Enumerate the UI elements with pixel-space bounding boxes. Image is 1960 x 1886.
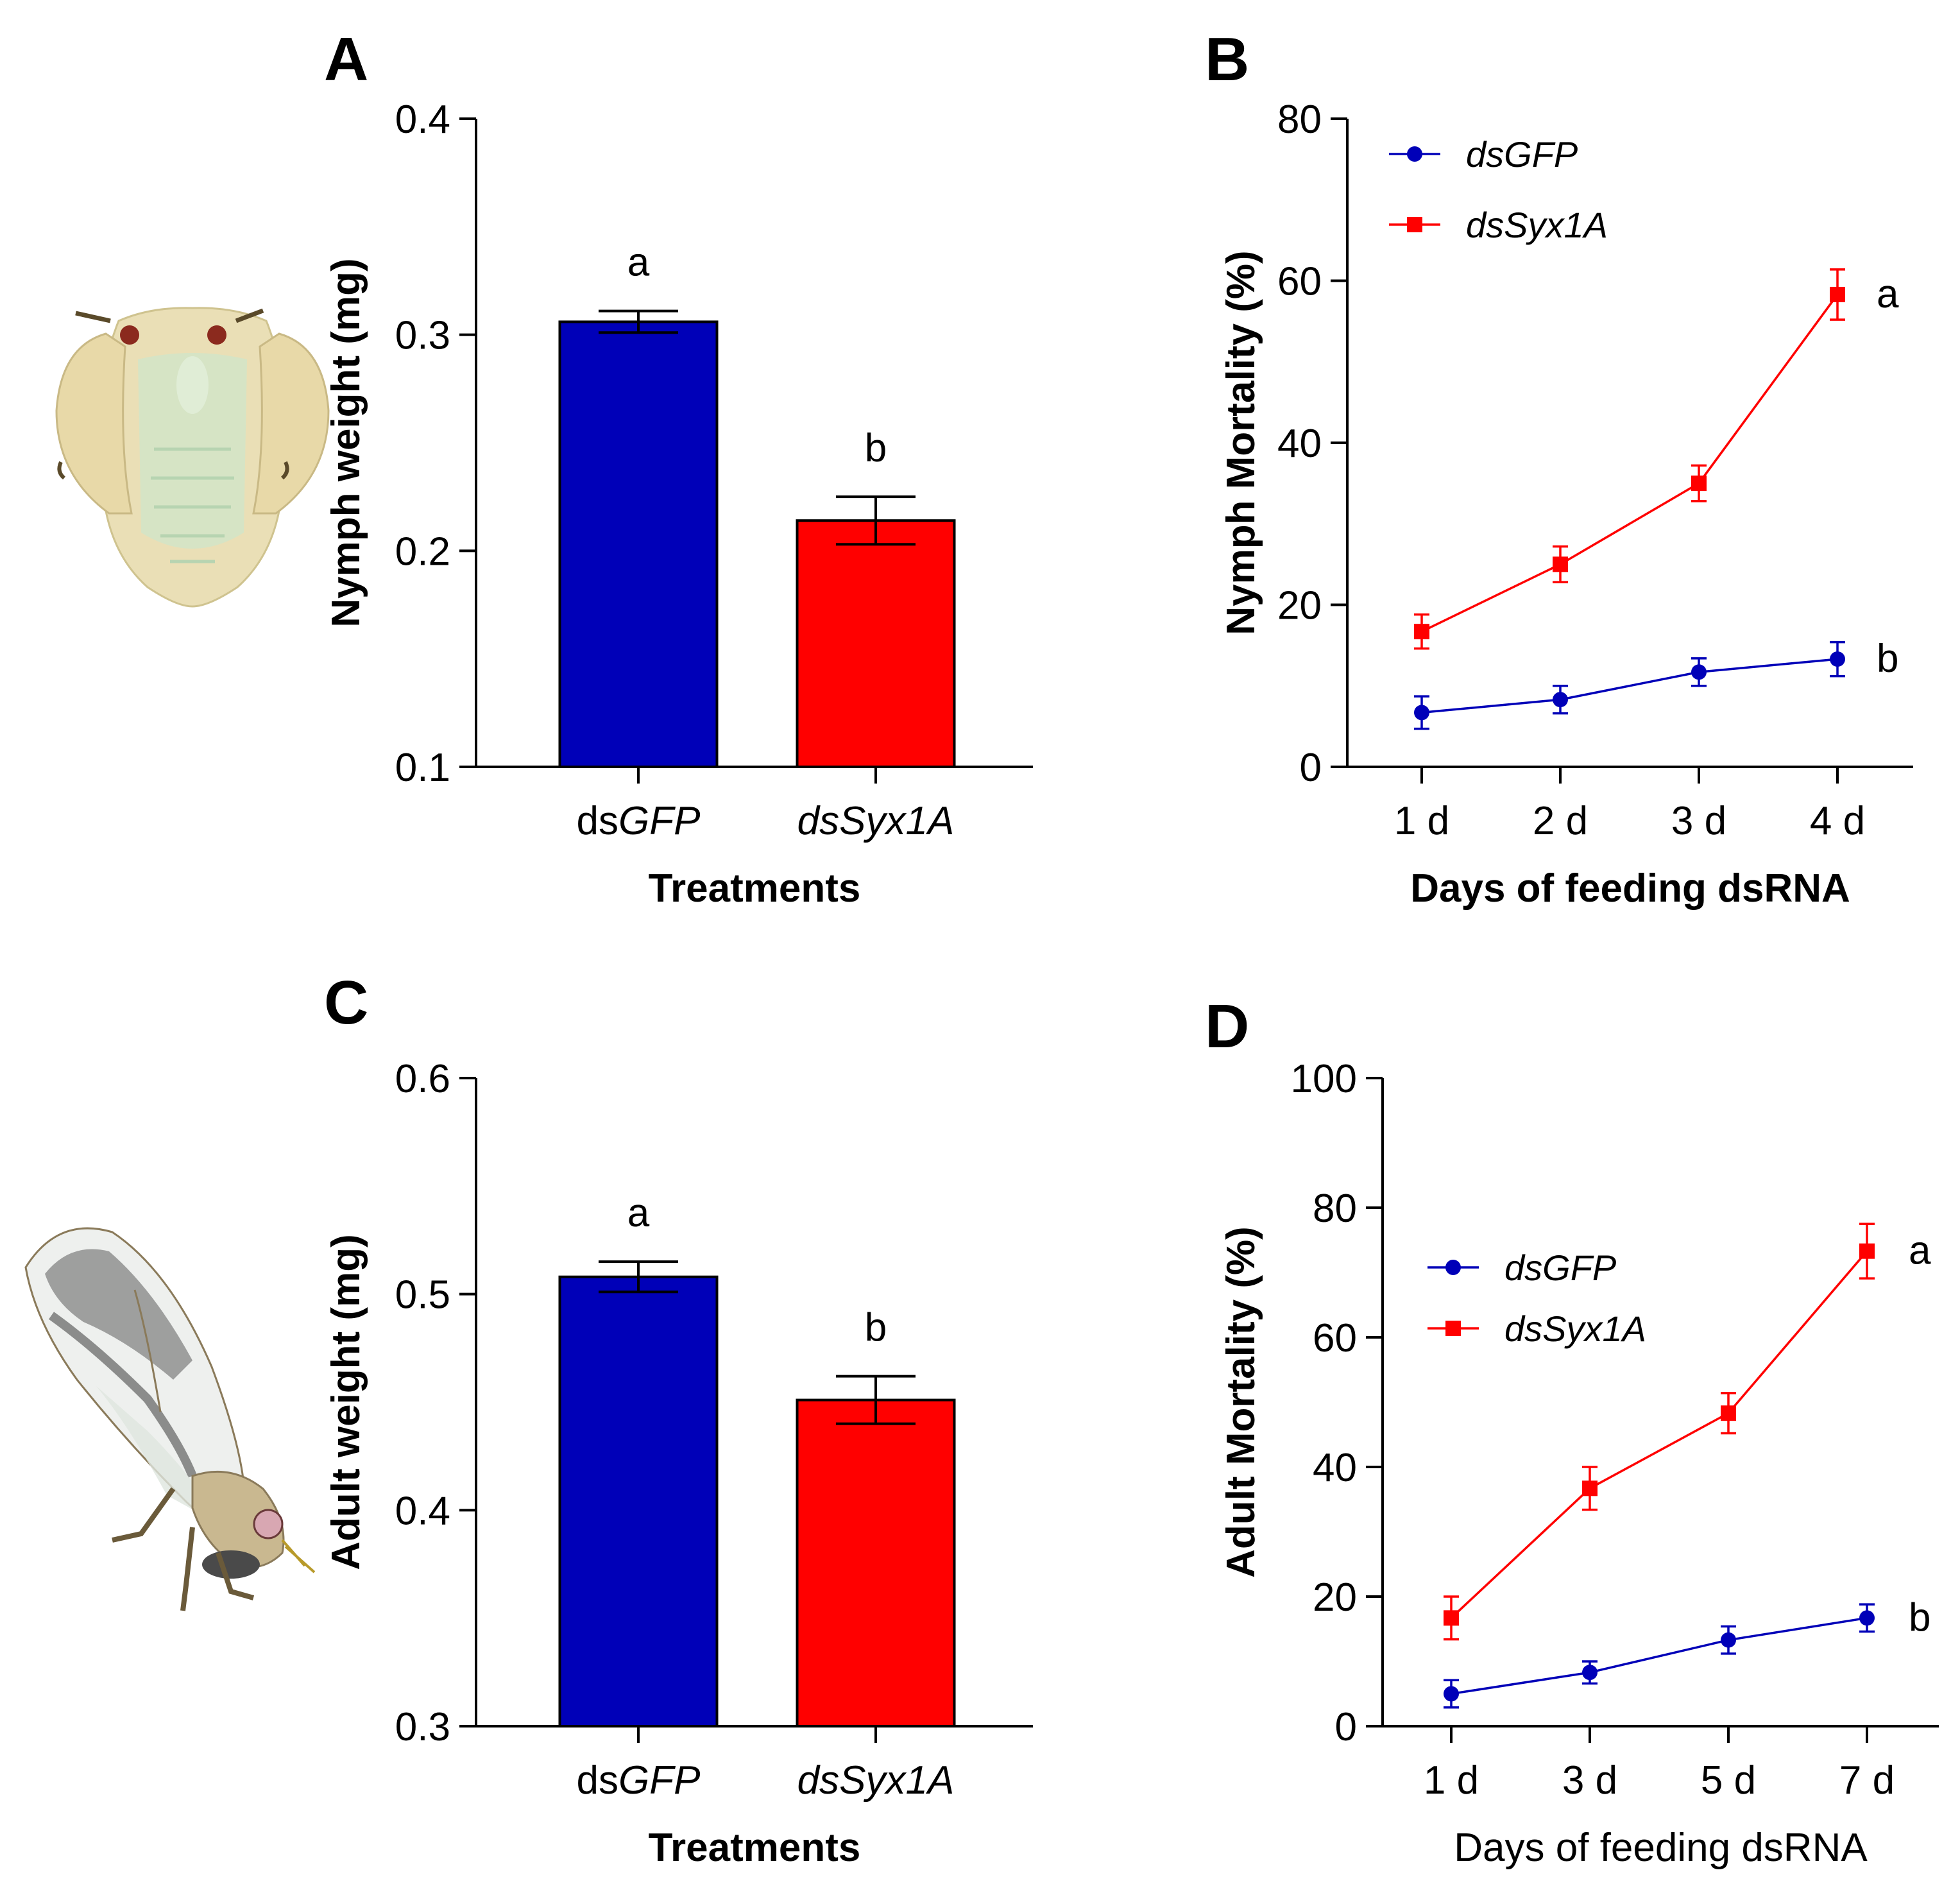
data-point-dsSyx1A — [1444, 1610, 1459, 1626]
y-tick-label: 20 — [1277, 584, 1322, 628]
y-tick-label: 0.5 — [395, 1273, 450, 1317]
data-point-dsGFP — [1553, 692, 1568, 708]
significance-label: a — [627, 1191, 650, 1235]
x-tick-label: 3 d — [1562, 1758, 1617, 1803]
x-tick-label: 7 d — [1839, 1758, 1895, 1803]
panel-letter-c: C — [324, 968, 368, 1037]
x-tick-label: 4 d — [1810, 799, 1865, 843]
y-tick-label: 40 — [1277, 422, 1322, 466]
legend-marker-dsGFP — [1445, 1260, 1461, 1275]
y-tick-label: 0.1 — [395, 746, 450, 790]
y-axis-title: Adult Mortality (%) — [1219, 1226, 1263, 1578]
x-axis-title: Days of feeding dsRNA — [1454, 1826, 1868, 1870]
y-tick-label: 100 — [1291, 1057, 1357, 1101]
legend-label-dsGFP: dsGFP — [1466, 134, 1578, 175]
y-tick-label: 80 — [1313, 1187, 1357, 1231]
x-axis-title: Treatments — [649, 1826, 861, 1870]
series-line-dsSyx1A — [1421, 293, 1839, 633]
legend-marker-dsGFP — [1407, 146, 1422, 162]
significance-label: b — [865, 1306, 887, 1350]
bar — [796, 1398, 956, 1727]
chart-d-adult-mortality: 0 20 40 60 80 100 Adult Mortality (%) Days of f… — [1219, 1057, 1939, 1870]
series-line-dsGFP — [1451, 1616, 1868, 1695]
data-point-dsGFP — [1859, 1610, 1875, 1626]
panel-letter-d: D — [1205, 992, 1249, 1061]
significance-label: a — [1877, 272, 1899, 316]
y-tick-label: 60 — [1277, 260, 1322, 304]
data-point-dsSyx1A — [1830, 286, 1845, 302]
y-tick-label: 20 — [1313, 1575, 1357, 1620]
data-point-dsGFP — [1691, 664, 1707, 680]
y-tick-label: 0.3 — [395, 1705, 450, 1749]
data-point-dsSyx1A — [1582, 1480, 1598, 1496]
nymph-illustration-icon — [55, 307, 330, 608]
data-point-dsSyx1A — [1414, 624, 1429, 640]
x-axis-title: Treatments — [649, 866, 861, 911]
y-tick-label: 0.2 — [395, 529, 450, 574]
significance-label: a — [627, 241, 650, 285]
significance-label: b — [1877, 637, 1898, 681]
bar — [796, 519, 956, 768]
y-axis-title: Nymph weight (mg) — [324, 258, 368, 627]
y-tick-label: 60 — [1313, 1316, 1357, 1360]
x-tick-label-prefix: ds — [577, 1758, 618, 1803]
x-tick-label-prefix: ds — [577, 799, 618, 843]
legend-label-dsSyx1A: dsSyx1A — [1466, 205, 1608, 245]
y-tick-label: 40 — [1313, 1446, 1357, 1490]
legend-marker-dsSyx1A — [1445, 1321, 1461, 1336]
x-tick-label-italic: dsSyx1A — [797, 1758, 955, 1803]
y-tick-label: 0.3 — [395, 314, 450, 358]
x-tick-label: 1 d — [1424, 1758, 1479, 1803]
data-point-dsSyx1A — [1691, 476, 1707, 492]
series-line-dsGFP — [1421, 658, 1838, 714]
x-tick-label: 2 d — [1533, 799, 1588, 843]
legend-marker-dsSyx1A — [1407, 217, 1422, 232]
data-point-dsSyx1A — [1859, 1243, 1875, 1259]
adult-whitefly-illustration-icon — [24, 1227, 316, 1611]
chart-a-nymph-weight: 0.1 0.2 0.3 0.4 Nymph weight (mg) Treatments a… — [324, 98, 1033, 911]
y-axis-title: Nymph Mortality (%) — [1219, 250, 1263, 635]
chart-b-nymph-mortality: 0 20 40 60 80 Nymph Mortality (%) Days of feed… — [1219, 98, 1913, 911]
series-line-dsSyx1A — [1450, 1250, 1868, 1619]
x-tick-label: dsGFP — [577, 1758, 701, 1803]
x-tick-label-italic: GFP — [618, 799, 700, 843]
x-tick-label-italic: GFP — [618, 1758, 700, 1803]
y-axis-title: Adult weight (mg) — [324, 1234, 368, 1570]
data-point-dsGFP — [1721, 1632, 1736, 1648]
significance-label: b — [1909, 1595, 1930, 1640]
data-point-dsGFP — [1582, 1665, 1598, 1681]
bar — [558, 1275, 719, 1727]
data-point-dsGFP — [1830, 651, 1845, 667]
chart-c-adult-weight: 0.3 0.4 0.5 0.6 Adult weight (mg) Treatments a… — [324, 1057, 1033, 1870]
data-point-dsSyx1A — [1553, 556, 1568, 572]
x-axis-title: Days of feeding dsRNA — [1410, 866, 1850, 911]
y-tick-label: 80 — [1277, 98, 1322, 142]
x-tick-label: 3 d — [1671, 799, 1726, 843]
panel-letter-b: B — [1205, 25, 1249, 94]
significance-label: b — [865, 426, 887, 470]
x-tick-label: 5 d — [1701, 1758, 1756, 1803]
legend-label-dsSyx1A: dsSyx1A — [1504, 1308, 1646, 1349]
y-tick-label: 0 — [1335, 1705, 1357, 1749]
x-tick-label: dsSyx1A — [797, 1758, 955, 1803]
y-tick-label: 0.4 — [395, 1489, 450, 1533]
x-tick-label: dsSyx1A — [797, 799, 955, 843]
x-tick-label: dsGFP — [577, 799, 701, 843]
data-point-dsGFP — [1414, 705, 1429, 721]
data-point-dsSyx1A — [1721, 1405, 1736, 1421]
y-tick-label: 0.6 — [395, 1057, 450, 1101]
y-tick-label: 0 — [1300, 746, 1322, 790]
panel-letter-a: A — [324, 25, 368, 94]
bar — [558, 320, 719, 768]
legend-label-dsGFP: dsGFP — [1504, 1247, 1616, 1288]
y-tick-label: 0.4 — [395, 98, 450, 142]
x-tick-label-italic: dsSyx1A — [797, 799, 955, 843]
x-tick-label: 1 d — [1394, 799, 1449, 843]
significance-label: a — [1909, 1229, 1931, 1273]
data-point-dsGFP — [1444, 1686, 1459, 1702]
